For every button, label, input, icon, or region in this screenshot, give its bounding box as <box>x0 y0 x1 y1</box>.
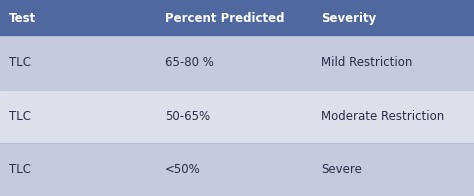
Text: Test: Test <box>9 12 36 25</box>
Bar <box>156 36 313 90</box>
Text: 50-65%: 50-65% <box>165 110 210 123</box>
Text: TLC: TLC <box>9 163 30 176</box>
Bar <box>0 90 156 143</box>
Text: Severity: Severity <box>321 12 377 25</box>
Bar <box>156 143 313 196</box>
Text: Percent Predicted: Percent Predicted <box>165 12 284 25</box>
Bar <box>313 90 474 143</box>
Bar <box>313 36 474 90</box>
Bar <box>156 90 313 143</box>
Bar <box>313 143 474 196</box>
Bar <box>313 0 474 36</box>
Bar <box>0 36 156 90</box>
Text: Mild Restriction: Mild Restriction <box>321 56 413 69</box>
Text: Severe: Severe <box>321 163 362 176</box>
Text: 65-80 %: 65-80 % <box>165 56 214 69</box>
Text: Moderate Restriction: Moderate Restriction <box>321 110 445 123</box>
Bar <box>0 143 156 196</box>
Bar <box>156 0 313 36</box>
Text: <50%: <50% <box>165 163 201 176</box>
Bar <box>0 0 156 36</box>
Text: TLC: TLC <box>9 110 30 123</box>
Text: TLC: TLC <box>9 56 30 69</box>
